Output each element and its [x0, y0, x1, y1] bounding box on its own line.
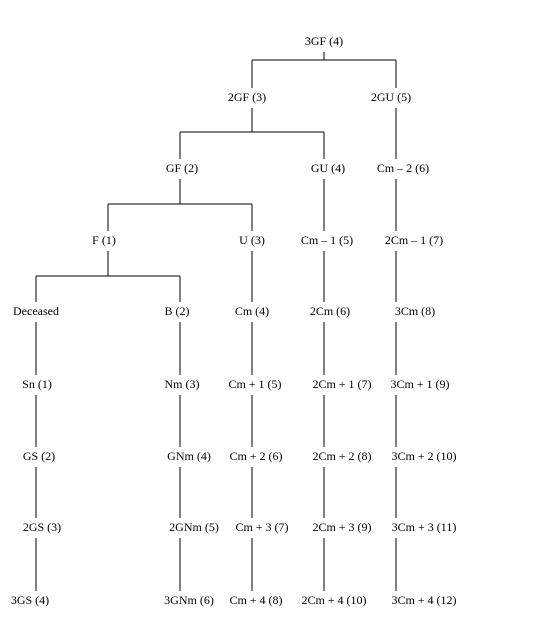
node-label: Deceased — [13, 304, 59, 318]
node-label: B (2) — [165, 304, 190, 318]
node-label: 3Cm + 2 (10) — [391, 449, 456, 463]
node-label: Cm (4) — [235, 304, 269, 318]
node-label: 2GU (5) — [371, 90, 411, 104]
node-label: 2GNm (5) — [169, 520, 219, 534]
node-label: 2GS (3) — [23, 520, 61, 534]
node-label: Cm – 2 (6) — [377, 161, 429, 175]
node-label: GU (4) — [311, 161, 345, 175]
node-label: 3Cm (8) — [395, 304, 435, 318]
node-label: F (1) — [92, 233, 116, 247]
node-label: 2Cm + 3 (9) — [312, 520, 371, 534]
node-label: 3GF (4) — [305, 34, 343, 48]
node-label: Cm – 1 (5) — [301, 233, 353, 247]
node-label: Cm + 4 (8) — [229, 593, 282, 607]
node-label: Cm + 3 (7) — [235, 520, 288, 534]
node-label: 3GS (4) — [11, 593, 49, 607]
node-label: 2GF (3) — [228, 90, 266, 104]
node-label: U (3) — [239, 233, 265, 247]
node-label: Cm + 2 (6) — [229, 449, 282, 463]
node-label: 3Cm + 3 (11) — [392, 520, 457, 534]
node-label: GNm (4) — [167, 449, 211, 463]
node-label: 2Cm – 1 (7) — [385, 233, 443, 247]
node-label: Cm + 1 (5) — [228, 377, 281, 391]
node-label: 3Cm + 1 (9) — [390, 377, 449, 391]
node-label: 2Cm + 1 (7) — [312, 377, 371, 391]
node-label: 3Cm + 4 (12) — [391, 593, 456, 607]
node-label: 2Cm + 4 (10) — [301, 593, 366, 607]
node-label: GS (2) — [23, 449, 55, 463]
node-label: 3GNm (6) — [164, 593, 214, 607]
node-label: Nm (3) — [165, 377, 200, 391]
node-label: Sn (1) — [22, 377, 52, 391]
node-label: 2Cm + 2 (8) — [312, 449, 371, 463]
node-label: GF (2) — [166, 161, 198, 175]
node-label: 2Cm (6) — [310, 304, 350, 318]
